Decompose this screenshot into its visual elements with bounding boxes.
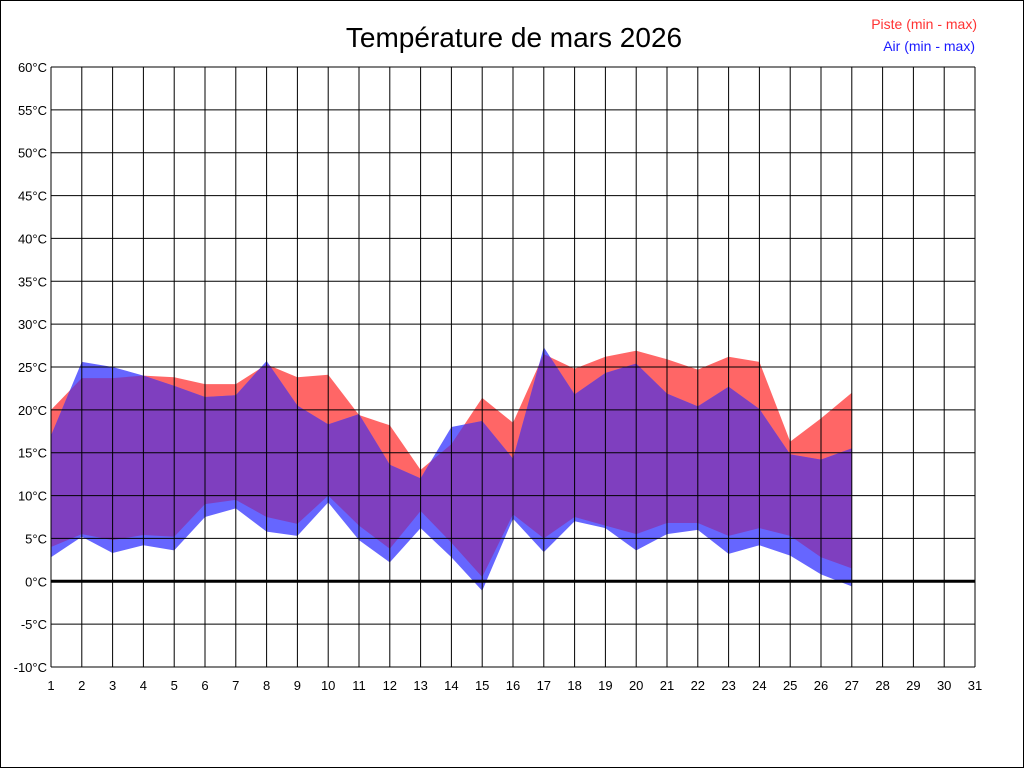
x-tick-label: 28: [875, 678, 889, 693]
x-tick-label: 16: [506, 678, 520, 693]
x-tick-label: 22: [691, 678, 705, 693]
x-tick-label: 9: [294, 678, 301, 693]
x-tick-label: 20: [629, 678, 643, 693]
y-tick-label: 45°C: [18, 189, 47, 204]
y-tick-label: 55°C: [18, 103, 47, 118]
y-tick-label: 10°C: [18, 489, 47, 504]
y-tick-label: 0°C: [25, 574, 47, 589]
x-tick-label: 5: [171, 678, 178, 693]
x-tick-label: 15: [475, 678, 489, 693]
legend-air: Air (min - max): [883, 38, 975, 54]
area-layer: [51, 347, 852, 591]
x-tick-label: 6: [201, 678, 208, 693]
y-tick-label: 25°C: [18, 360, 47, 375]
x-tick-label: 25: [783, 678, 797, 693]
x-tick-label: 13: [413, 678, 427, 693]
x-tick-label: 24: [752, 678, 766, 693]
y-tick-label: 60°C: [18, 60, 47, 75]
y-tick-label: 40°C: [18, 231, 47, 246]
x-tick-label: 21: [660, 678, 674, 693]
x-tick-label: 26: [814, 678, 828, 693]
x-tick-label: 4: [140, 678, 147, 693]
x-tick-label: 30: [937, 678, 951, 693]
y-tick-label: 5°C: [25, 531, 47, 546]
y-tick-label: 15°C: [18, 446, 47, 461]
y-axis-labels: 60°C 55°C 50°C 45°C 40°C 35°C 30°C 25°C 20°C 15°C…: [14, 60, 47, 675]
x-tick-label: 8: [263, 678, 270, 693]
x-tick-label: 2: [78, 678, 85, 693]
x-tick-label: 7: [232, 678, 239, 693]
x-tick-label: 3: [109, 678, 116, 693]
x-tick-label: 27: [845, 678, 859, 693]
x-tick-label: 10: [321, 678, 335, 693]
x-axis-labels: 1 2 3 4 5 6 7 8 9 10 11 12 13 14 15 16 17 18 19 20 21 22 23 24 2…: [47, 678, 982, 693]
x-tick-label: 11: [352, 678, 366, 693]
x-tick-label: 23: [721, 678, 735, 693]
x-tick-label: 18: [567, 678, 581, 693]
x-tick-label: 31: [968, 678, 982, 693]
x-tick-label: 17: [537, 678, 551, 693]
x-tick-label: 29: [906, 678, 920, 693]
x-tick-label: 19: [598, 678, 612, 693]
y-tick-label: -10°C: [14, 660, 47, 675]
grid-layer: [50, 66, 976, 668]
x-tick-label: 14: [444, 678, 458, 693]
y-tick-label: 30°C: [18, 317, 47, 332]
x-tick-label: 12: [383, 678, 397, 693]
y-tick-label: 20°C: [18, 403, 47, 418]
y-tick-label: -5°C: [21, 617, 47, 632]
y-tick-label: 50°C: [18, 146, 47, 161]
y-tick-label: 35°C: [18, 274, 47, 289]
legend-piste: Piste (min - max): [871, 16, 977, 32]
chart-title: Température de mars 2026: [346, 22, 682, 53]
x-tick-label: 1: [47, 678, 54, 693]
